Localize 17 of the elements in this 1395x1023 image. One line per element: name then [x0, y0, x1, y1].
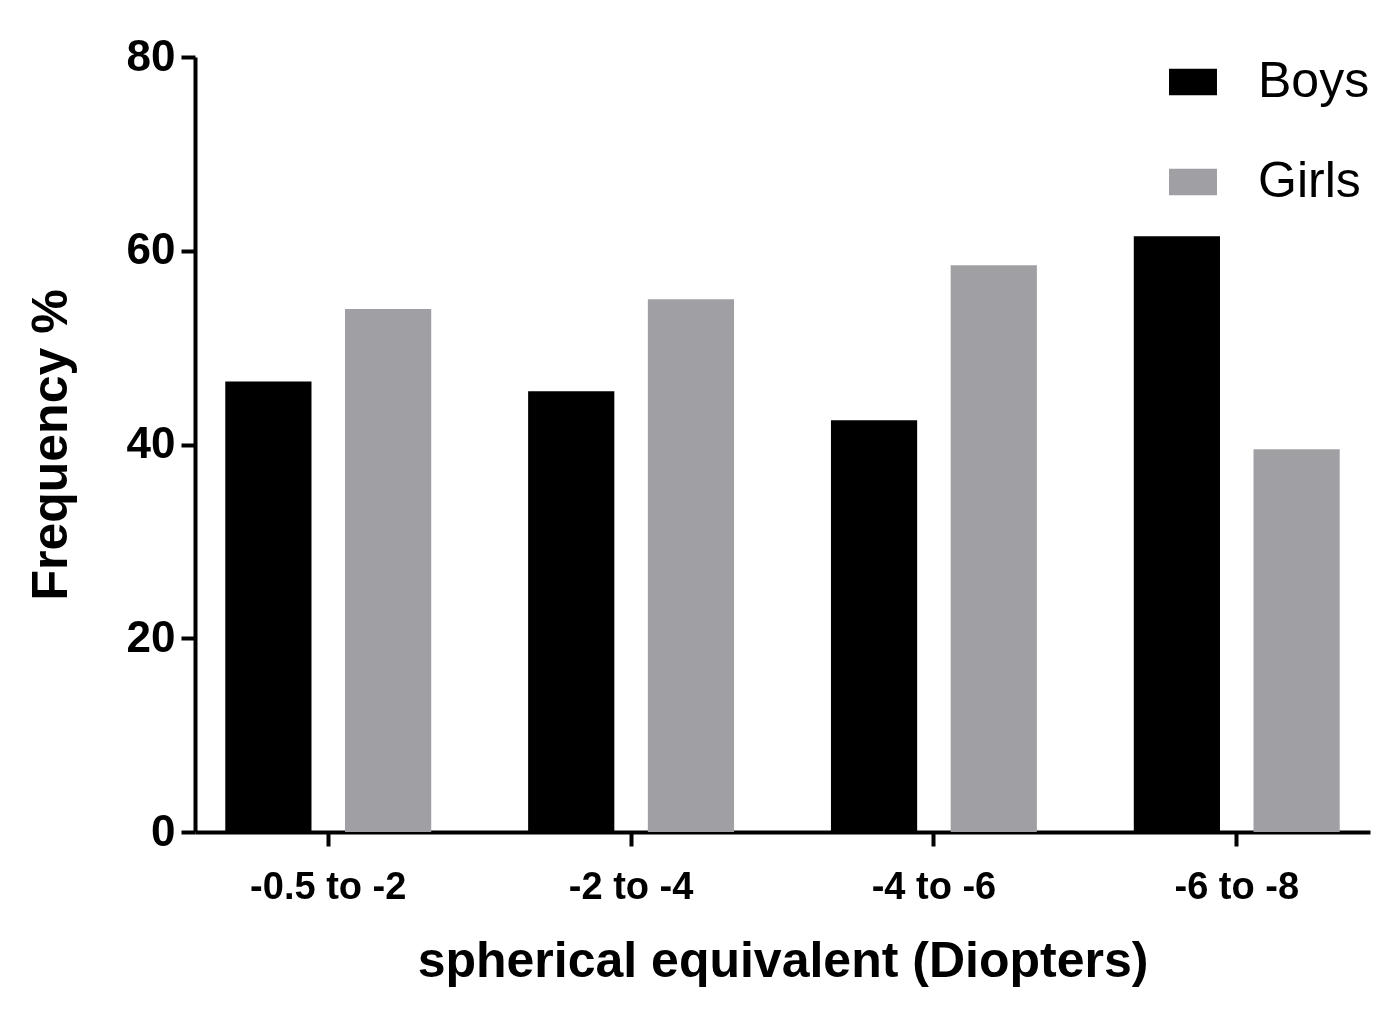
legend-label: Boys — [1258, 52, 1370, 108]
x-tick-label: -4 to -6 — [871, 864, 997, 907]
y-tick-label: 20 — [126, 611, 176, 661]
bar — [950, 265, 1037, 832]
x-axis-title: spherical equivalent (Diopters) — [417, 931, 1149, 988]
x-tick-label: -2 to -4 — [568, 864, 694, 907]
y-tick-label: 80 — [126, 30, 176, 80]
x-tick-label: -0.5 to -2 — [250, 864, 407, 907]
y-tick-label: 40 — [126, 418, 176, 467]
bar — [345, 308, 432, 832]
bar — [647, 299, 735, 832]
bar — [1253, 449, 1340, 832]
legend-label: Girls — [1258, 152, 1361, 208]
y-tick-label: 60 — [126, 224, 176, 274]
x-tick-label: -6 to -8 — [1174, 864, 1300, 907]
y-tick-label: 0 — [151, 805, 176, 855]
y-axis-title: Frequency % — [21, 289, 78, 601]
